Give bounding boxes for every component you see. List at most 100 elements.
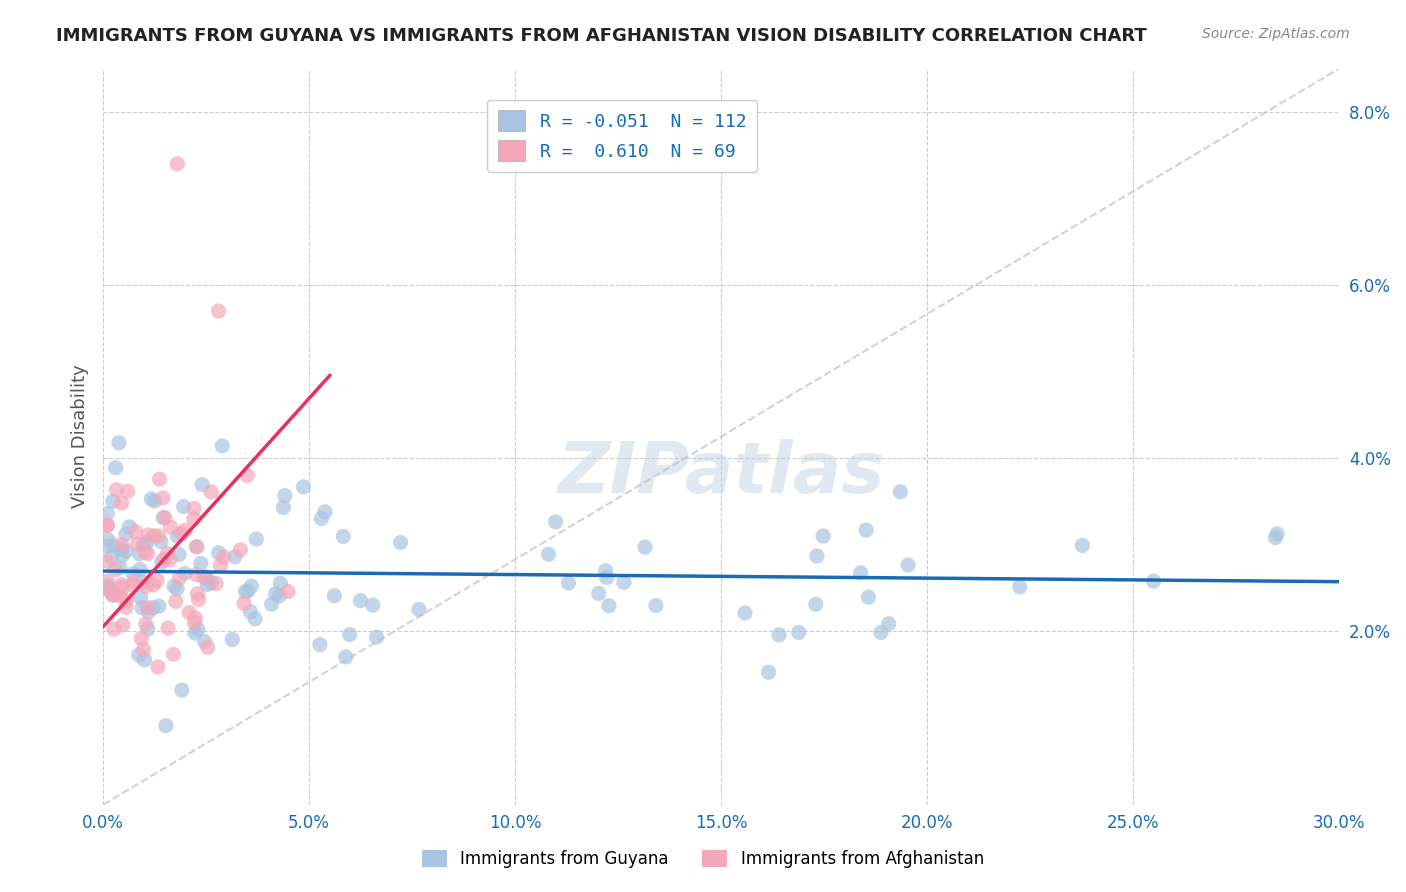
Point bbox=[152, 510, 174, 524]
Point bbox=[150, 555, 173, 569]
Point bbox=[136, 528, 159, 542]
Point bbox=[311, 511, 333, 525]
Point bbox=[897, 558, 920, 572]
Point bbox=[108, 589, 131, 603]
Y-axis label: Vision Disability: Vision Disability bbox=[72, 365, 89, 508]
Point bbox=[104, 460, 127, 475]
Point bbox=[1071, 538, 1094, 552]
Point bbox=[183, 512, 205, 526]
Point bbox=[588, 586, 610, 600]
Point bbox=[239, 605, 262, 619]
Point bbox=[236, 468, 259, 483]
Point bbox=[734, 606, 756, 620]
Point bbox=[152, 491, 174, 505]
Point bbox=[1264, 531, 1286, 545]
Point bbox=[96, 518, 118, 533]
Point bbox=[122, 566, 145, 581]
Point bbox=[110, 577, 132, 591]
Point bbox=[292, 480, 315, 494]
Legend: Immigrants from Guyana, Immigrants from Afghanistan: Immigrants from Guyana, Immigrants from … bbox=[415, 843, 991, 875]
Point bbox=[127, 537, 149, 551]
Point bbox=[187, 623, 209, 637]
Point bbox=[1143, 574, 1166, 589]
Point bbox=[115, 593, 138, 607]
Point bbox=[235, 584, 257, 599]
Point bbox=[117, 484, 139, 499]
Point bbox=[195, 577, 218, 591]
Point bbox=[1265, 526, 1288, 541]
Point bbox=[115, 544, 138, 558]
Point bbox=[1008, 580, 1031, 594]
Point bbox=[163, 579, 186, 593]
Point bbox=[366, 630, 388, 644]
Point bbox=[193, 570, 215, 584]
Point bbox=[134, 545, 156, 559]
Point bbox=[323, 589, 346, 603]
Point bbox=[115, 600, 138, 615]
Text: Source: ZipAtlas.com: Source: ZipAtlas.com bbox=[1202, 27, 1350, 41]
Point bbox=[128, 648, 150, 662]
Point bbox=[146, 660, 169, 674]
Point bbox=[613, 575, 636, 590]
Point bbox=[236, 584, 259, 599]
Point bbox=[166, 529, 188, 543]
Point bbox=[111, 549, 134, 563]
Point bbox=[143, 494, 166, 508]
Point bbox=[136, 600, 159, 615]
Point bbox=[115, 527, 138, 541]
Point bbox=[101, 588, 124, 602]
Point bbox=[314, 505, 336, 519]
Point bbox=[598, 599, 620, 613]
Point bbox=[349, 593, 371, 607]
Point bbox=[184, 626, 207, 640]
Point bbox=[768, 628, 790, 642]
Point bbox=[233, 596, 256, 610]
Point bbox=[645, 599, 668, 613]
Point bbox=[162, 648, 184, 662]
Point bbox=[128, 547, 150, 561]
Point bbox=[240, 579, 263, 593]
Point bbox=[153, 510, 176, 524]
Point bbox=[108, 561, 131, 575]
Point bbox=[243, 612, 266, 626]
Point bbox=[131, 600, 153, 615]
Point bbox=[167, 571, 190, 585]
Point bbox=[186, 540, 208, 554]
Point bbox=[187, 592, 209, 607]
Point bbox=[806, 549, 828, 563]
Point bbox=[129, 591, 152, 605]
Point bbox=[148, 529, 170, 543]
Point bbox=[205, 576, 228, 591]
Point bbox=[157, 621, 180, 635]
Point bbox=[124, 524, 146, 539]
Point bbox=[96, 554, 118, 568]
Point bbox=[184, 611, 207, 625]
Point bbox=[149, 534, 172, 549]
Point bbox=[96, 540, 118, 554]
Point bbox=[858, 590, 880, 604]
Point bbox=[173, 500, 195, 514]
Point bbox=[811, 529, 834, 543]
Point bbox=[212, 549, 235, 564]
Point bbox=[260, 597, 283, 611]
Point bbox=[195, 571, 218, 585]
Point bbox=[153, 552, 176, 566]
Point bbox=[155, 719, 177, 733]
Point bbox=[389, 535, 412, 549]
Point bbox=[197, 640, 219, 655]
Point bbox=[100, 584, 122, 599]
Point bbox=[186, 540, 208, 554]
Point bbox=[187, 587, 209, 601]
Point bbox=[332, 529, 354, 543]
Point bbox=[264, 587, 287, 601]
Point bbox=[207, 304, 229, 318]
Point bbox=[596, 570, 619, 584]
Point bbox=[111, 538, 134, 552]
Point bbox=[758, 665, 780, 680]
Point bbox=[408, 602, 430, 616]
Point bbox=[166, 157, 188, 171]
Point bbox=[132, 642, 155, 657]
Point bbox=[110, 496, 132, 510]
Point bbox=[104, 563, 127, 577]
Point bbox=[129, 562, 152, 576]
